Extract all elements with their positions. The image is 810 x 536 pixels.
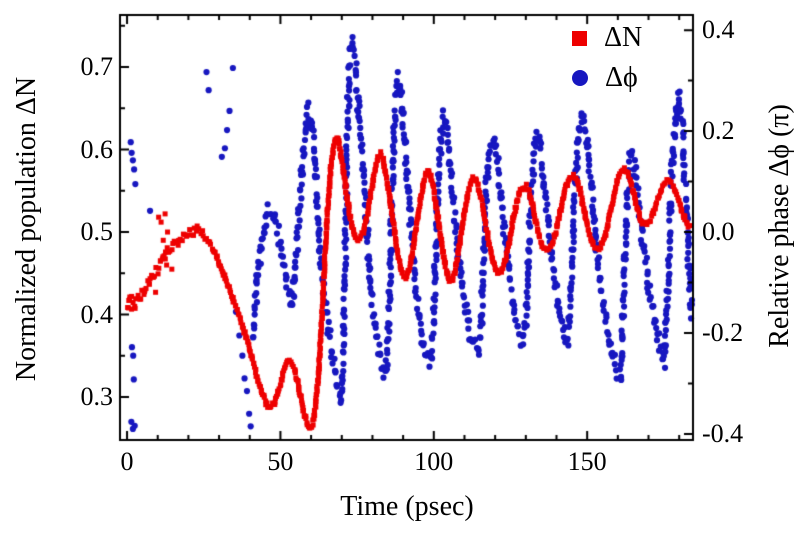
left-axis-title: Normalized population ΔN <box>11 76 42 382</box>
legend-item-population: ΔN <box>572 18 642 58</box>
legend-circle-marker-icon <box>572 70 588 86</box>
x-tick-label: 150 <box>567 447 607 476</box>
left-tick-label: 0.6 <box>80 134 114 164</box>
legend-square-marker-icon <box>572 30 587 46</box>
left-tick-label: 0.4 <box>80 299 114 329</box>
right-axis-title: Relative phase Δϕ (π) <box>764 104 795 348</box>
x-axis-title: Time (psec) <box>340 491 474 522</box>
left-tick-label: 0.3 <box>80 382 114 412</box>
right-tick-label: -0.2 <box>702 317 744 347</box>
legend-label-population: ΔN <box>604 22 643 53</box>
legend-label-phase: Δϕ <box>605 62 638 93</box>
right-tick-label: 0.4 <box>702 15 735 45</box>
right-tick-label: -0.4 <box>702 418 744 448</box>
legend-item-phase: Δϕ <box>572 58 642 98</box>
x-tick-label: 0 <box>120 447 134 476</box>
x-tick-label: 100 <box>414 447 454 476</box>
x-tick-label: 50 <box>267 447 294 476</box>
right-tick-label: 0.2 <box>702 116 735 146</box>
legend: ΔN Δϕ <box>572 18 642 98</box>
right-tick-label: 0.0 <box>702 217 735 247</box>
left-tick-label: 0.5 <box>80 217 114 247</box>
left-tick-label: 0.7 <box>80 51 114 81</box>
